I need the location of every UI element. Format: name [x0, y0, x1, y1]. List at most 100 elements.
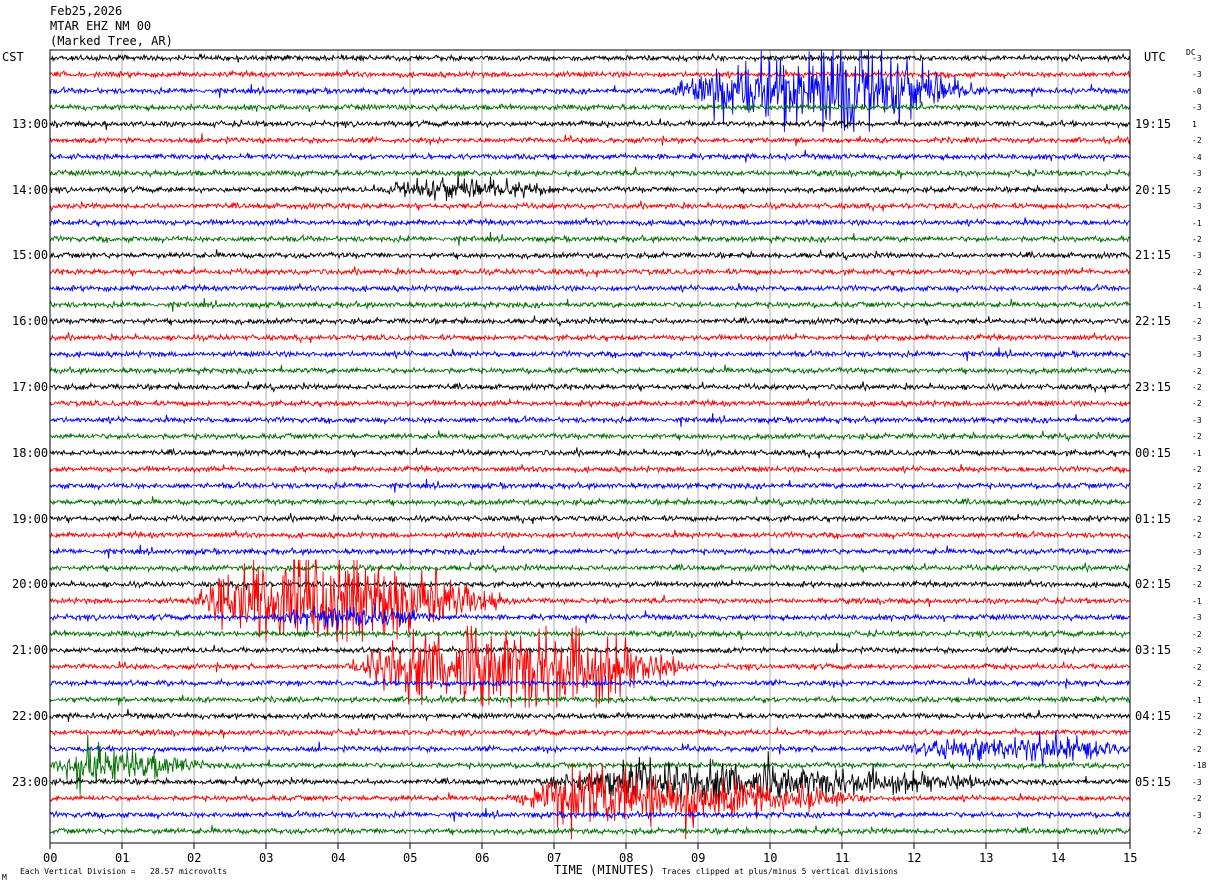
seismic-trace	[49, 730, 1131, 766]
dc-offset-label: -3	[1192, 251, 1202, 261]
dc-offset-label: -3	[1192, 169, 1202, 179]
right-hour-label: 00:15	[1135, 445, 1172, 460]
right-hour-label: 05:15	[1135, 774, 1172, 789]
seismic-trace	[49, 232, 1131, 247]
x-axis-ticks	[49, 843, 1131, 849]
dc-offset-label: -2	[1192, 514, 1202, 524]
x-tick-label: 09	[691, 851, 706, 865]
left-axis-title: CST	[2, 50, 24, 64]
seismic-trace	[49, 167, 1131, 180]
dc-offset-label: -4	[1192, 152, 1202, 162]
dc-offset-label: -3	[1192, 613, 1202, 623]
dc-offset-label: -18	[1192, 761, 1207, 771]
x-tick-label: 08	[619, 851, 634, 865]
seismic-trace	[49, 200, 1131, 213]
x-tick-label: 06	[475, 851, 490, 865]
dc-offset-label: -2	[1192, 399, 1202, 409]
left-hour-label: 19:00	[12, 511, 49, 526]
dc-offset-label: -3	[1192, 547, 1202, 557]
dc-offset-label: -2	[1192, 317, 1202, 327]
x-tick-label: 11	[835, 851, 850, 865]
dc-offset-label: -2	[1192, 794, 1202, 804]
dc-offset-label: -2	[1192, 531, 1202, 541]
seismic-trace	[49, 513, 1131, 525]
right-hour-label: 21:15	[1135, 248, 1172, 263]
right-hour-label: 22:15	[1135, 314, 1172, 329]
x-tick-label: 12	[907, 851, 922, 865]
x-tick-label: 02	[187, 851, 202, 865]
seismic-trace	[49, 381, 1130, 394]
dc-offset-label: -3	[1192, 54, 1202, 63]
seismic-trace	[49, 430, 1131, 442]
right-hour-label: 20:15	[1135, 182, 1172, 197]
dc-offset-label: -1	[1192, 596, 1202, 606]
dc-offset-label: -2	[1192, 498, 1202, 508]
dc-offset-label: -2	[1192, 267, 1202, 277]
seismic-traces	[49, 49, 1131, 840]
seismic-trace	[50, 413, 1131, 427]
header-location: (Marked Tree, AR)	[50, 34, 173, 48]
left-hour-label: 13:00	[12, 116, 49, 131]
seismic-trace	[49, 149, 1131, 163]
left-hour-label: 18:00	[12, 445, 49, 460]
header-station: MTAR EHZ NM 00	[50, 19, 152, 33]
seismic-trace	[49, 642, 1131, 656]
dc-offset-label: -3	[1192, 202, 1202, 212]
x-tick-label: 05	[403, 851, 418, 865]
dc-offset-label: -3	[1192, 103, 1202, 113]
minute-gridlines	[49, 50, 1131, 843]
dc-offset-label: -4	[1192, 284, 1202, 294]
dc-offset-label: -3	[1192, 415, 1202, 425]
dc-offset-label: -2	[1192, 432, 1202, 442]
x-tick-label: 01	[115, 851, 130, 865]
seismic-trace	[49, 447, 1131, 459]
dc-offset-label: -2	[1192, 580, 1202, 590]
seismic-trace	[49, 347, 1131, 362]
dc-offset-label: -1	[1192, 448, 1202, 458]
dc-offset-label: -2	[1192, 185, 1202, 195]
dc-offset-label: -2	[1192, 481, 1202, 491]
seismic-trace	[49, 101, 1131, 113]
dc-offset-label: -3	[1192, 333, 1202, 343]
seismic-trace	[49, 217, 1131, 228]
seismic-trace	[49, 266, 1131, 278]
clip-note: Traces clipped at plus/minus 5 vertical …	[662, 867, 899, 876]
x-tick-label: 13	[979, 851, 994, 865]
seismic-trace	[50, 496, 1131, 508]
dc-offset-label: -2	[1192, 662, 1202, 672]
x-tick-label: 04	[331, 851, 346, 865]
corner-mark: M	[2, 873, 7, 882]
seismic-trace	[49, 727, 1131, 739]
dc-offset-label: 1	[1192, 119, 1197, 129]
seismic-trace	[49, 735, 1131, 795]
dc-offset-label: -2	[1192, 465, 1202, 475]
x-tick-label: 15	[1123, 851, 1138, 865]
dc-offset-label: -2	[1192, 744, 1202, 754]
scale-note: Each Vertical Division = 28.57 microvolt…	[20, 867, 228, 876]
dc-offset-label: -1	[1192, 300, 1202, 310]
dc-offset-label: -2	[1192, 136, 1202, 146]
dc-offset-label: -2	[1192, 366, 1202, 376]
dc-offset-label: -2	[1192, 712, 1202, 721]
dc-offset-label: -3	[1192, 810, 1202, 820]
seismic-trace	[49, 825, 1131, 837]
seismic-trace	[49, 559, 1131, 642]
seismic-trace	[49, 332, 1131, 344]
seismic-trace	[49, 52, 1131, 63]
dc-offset-label: -2	[1192, 383, 1202, 392]
left-hour-label: 15:00	[12, 248, 49, 263]
dc-offset-label: -2	[1192, 646, 1202, 656]
seismic-trace	[49, 463, 1131, 474]
right-axis-title: UTC	[1144, 50, 1166, 64]
dc-offset-label: -2	[1192, 679, 1202, 689]
seismic-trace	[49, 627, 1131, 640]
dc-label: DC	[1186, 48, 1196, 57]
seismic-trace	[49, 529, 1131, 540]
seismic-trace	[49, 579, 1131, 591]
seismic-trace	[49, 694, 1131, 706]
dc-offset-label: -2	[1192, 563, 1202, 573]
right-hour-label: 19:15	[1135, 116, 1172, 131]
seismic-trace	[49, 709, 1131, 722]
seismic-trace	[49, 132, 1131, 147]
